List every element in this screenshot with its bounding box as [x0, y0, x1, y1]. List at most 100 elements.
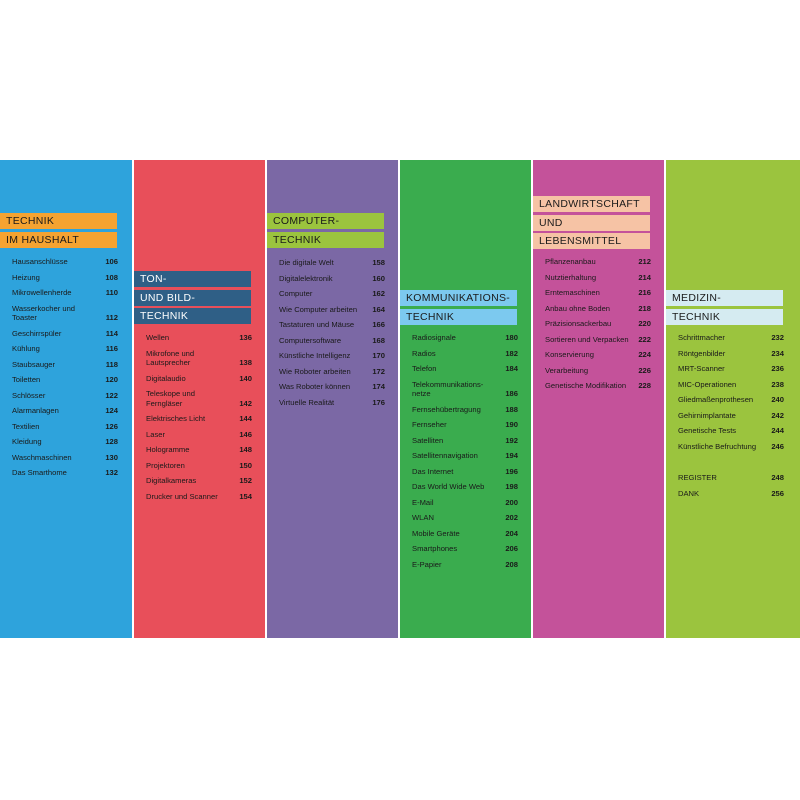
entry-page: 108 [105, 272, 118, 282]
toc-entry: Pflanzenanbau 212 [545, 257, 651, 267]
entry-page: 228 [638, 381, 651, 390]
entry-title: E-Mail [412, 497, 434, 507]
toc-column: TECHNIK IM HAUSHALT Hausanschlüsse 106 Heizu… [0, 160, 132, 638]
entry-page: 244 [771, 426, 784, 435]
entry-title: Das Internet [412, 466, 454, 476]
entry-page: 232 [771, 333, 784, 342]
toc-entry: Radios 182 [412, 349, 518, 359]
toc-entry: Wie Roboter arbeiten 172 [279, 367, 385, 377]
section-title: UND BILD- [134, 289, 251, 306]
entry-page: 176 [372, 397, 385, 407]
section-title: TECHNIK [666, 308, 783, 325]
entry-title: Digitalelektronik [279, 273, 333, 283]
entry-title: Mikrofone und Lautsprecher [146, 348, 195, 368]
section-title: TECHNIK [134, 308, 251, 324]
toc-column: LANDWIRTSCHAFT UND LEBENSMITTEL Pflanzenanb… [533, 160, 664, 638]
entry-list: Wellen 136 Mikrofone und Lautsprecher 138 Di… [146, 333, 252, 501]
entry-page: 226 [638, 365, 651, 375]
entry-title: Alarmanlagen [12, 406, 59, 415]
entry-page: 126 [105, 421, 118, 431]
entry-page: 172 [372, 366, 385, 376]
entry-page: 140 [239, 373, 252, 383]
entry-title: Fernsehübertragung [412, 404, 481, 414]
section-title: COMPUTER- [267, 213, 384, 229]
toc-entry: Anbau ohne Boden 218 [545, 304, 651, 314]
toc-entry: Computer 162 [279, 289, 385, 299]
entry-title: Staubsauger [12, 359, 56, 369]
entry-title: Heizung [12, 272, 40, 282]
entry-page: 166 [372, 320, 385, 329]
entry-title: Verarbeitung [545, 365, 589, 375]
entry-page: 224 [638, 350, 651, 359]
toc-entry: Hologramme 148 [146, 445, 252, 455]
entry-page: 206 [505, 544, 518, 553]
entry-title: Mobile Geräte [412, 528, 460, 538]
toc-entry: Das Internet 196 [412, 467, 518, 477]
entry-page: 200 [505, 497, 518, 507]
entry-page: 208 [505, 559, 518, 569]
entry-title: REGISTER [678, 473, 717, 482]
entry-page: 164 [372, 304, 385, 314]
entry-page: 132 [105, 468, 118, 477]
toc-entry: Die digitale Welt 158 [279, 258, 385, 268]
entry-title: Nutztierhaltung [545, 272, 597, 282]
toc-entry: Telefon 184 [412, 364, 518, 374]
entry-page: 212 [638, 257, 651, 266]
toc-entry: Kühlung 116 [12, 344, 118, 354]
toc-entry: Erntemaschinen 216 [545, 288, 651, 298]
toc-entry: Künstliche Intelligenz 170 [279, 351, 385, 361]
toc-column: TON- UND BILD- TECHNIK Wellen 136 Mikrofone u… [134, 160, 265, 638]
entry-page: 204 [505, 528, 518, 538]
toc-entry: E-Papier 208 [412, 560, 518, 570]
entry-title: Röntgenbilder [678, 348, 726, 358]
toc-entry: Elektrisches Licht 144 [146, 414, 252, 424]
entry-title: Erntemaschinen [545, 288, 600, 297]
entry-page: 122 [105, 390, 118, 400]
entry-title: Kleidung [12, 437, 42, 446]
entry-title: Teleskope und Ferngläser [146, 389, 195, 408]
entry-title: Wie Computer arbeiten [279, 304, 358, 314]
toc-entry: Gliedmaßenprothesen 240 [678, 395, 784, 405]
entry-page: 142 [239, 398, 252, 408]
entry-page: 198 [505, 482, 518, 491]
entry-page: 158 [372, 258, 385, 267]
toc-entry: Wasserkocher und Toaster 112 [12, 304, 118, 323]
toc-entry: Computersoftware 168 [279, 336, 385, 346]
toc-entry: Laser 146 [146, 430, 252, 440]
section-title: LANDWIRTSCHAFT [533, 196, 650, 212]
toc-entry: Künstliche Befruchtung 246 [678, 442, 784, 452]
entry-title: Schlösser [12, 390, 46, 400]
entry-title: Radios [412, 348, 436, 358]
toc-entry: Toiletten 120 [12, 375, 118, 385]
entry-title: Toiletten [12, 375, 41, 384]
entry-title: Geschirrspüler [12, 328, 62, 338]
toc-entry: Virtuelle Realität 176 [279, 398, 385, 408]
toc-entry: Wellen 136 [146, 333, 252, 343]
section-title: UND [533, 214, 650, 231]
entry-title: Satellitennavigation [412, 451, 478, 460]
entry-page: 118 [105, 359, 118, 369]
section-title: TON- [134, 271, 251, 287]
entry-page: 130 [105, 452, 118, 462]
entry-title: Konservierung [545, 350, 594, 359]
entry-page: 174 [372, 382, 385, 391]
entry-page: 182 [505, 348, 518, 358]
entry-title: MRT-Scanner [678, 364, 725, 373]
entry-page: 146 [239, 429, 252, 439]
entry-title: Computer [279, 289, 313, 298]
toc-entry: Digitalkameras 152 [146, 476, 252, 486]
toc-entry: Teleskope und Ferngläser 142 [146, 389, 252, 408]
entry-title: DANK [678, 488, 700, 498]
entry-title: Radiosignale [412, 333, 456, 342]
section-title: LEBENSMITTEL [533, 233, 650, 249]
section-title: MEDIZIN- [666, 290, 783, 306]
toc-entry: Telekommunikations-netze 186 [412, 380, 518, 399]
entry-page: 120 [105, 375, 118, 384]
entry-title: Telekommunikations-netze [412, 379, 484, 399]
toc-entry: MRT-Scanner 236 [678, 364, 784, 374]
entry-title: Pflanzenanbau [545, 257, 596, 266]
toc-entry: Nutztierhaltung 214 [545, 273, 651, 283]
entry-page: 144 [239, 414, 252, 423]
entry-page: 248 [771, 473, 784, 482]
entry-page: 216 [638, 288, 651, 297]
